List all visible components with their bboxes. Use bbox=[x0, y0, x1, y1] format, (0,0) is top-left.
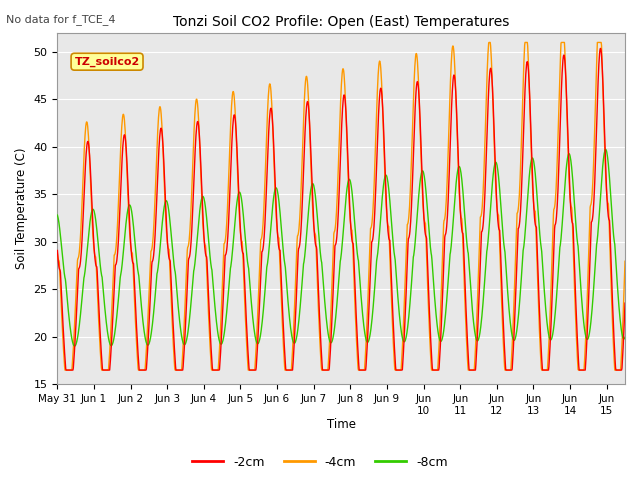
Y-axis label: Soil Temperature (C): Soil Temperature (C) bbox=[15, 148, 28, 269]
Text: TZ_soilco2: TZ_soilco2 bbox=[74, 57, 140, 67]
Legend: -2cm, -4cm, -8cm: -2cm, -4cm, -8cm bbox=[187, 451, 453, 474]
Text: No data for f_TCE_4: No data for f_TCE_4 bbox=[6, 14, 116, 25]
X-axis label: Time: Time bbox=[326, 419, 356, 432]
Title: Tonzi Soil CO2 Profile: Open (East) Temperatures: Tonzi Soil CO2 Profile: Open (East) Temp… bbox=[173, 15, 509, 29]
